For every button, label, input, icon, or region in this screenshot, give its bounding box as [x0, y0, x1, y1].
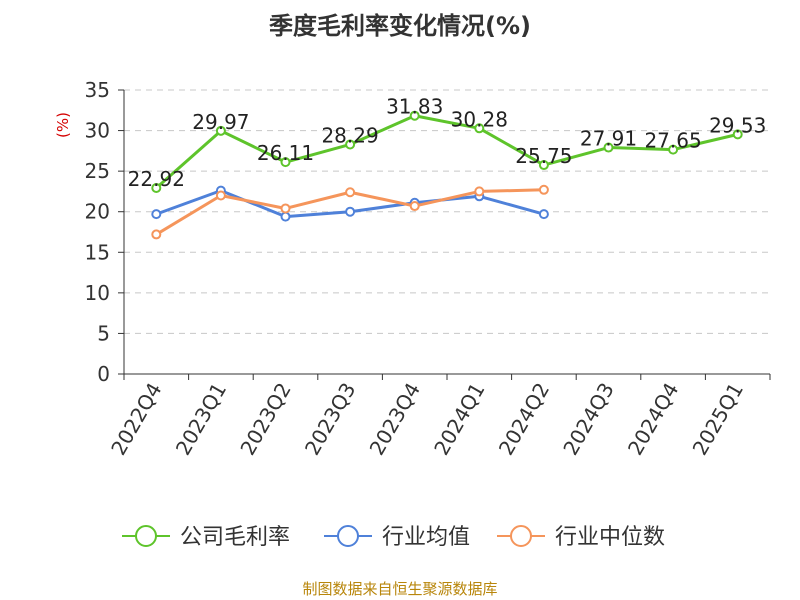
series-point: [538, 184, 549, 195]
series-point: [280, 203, 291, 214]
data-label: 31.83: [386, 95, 443, 119]
x-tick-label: 2024Q1: [429, 379, 489, 460]
legend-marker: [337, 525, 359, 547]
chart-title: 季度毛利率变化情况(%): [269, 12, 531, 40]
series-point: [474, 123, 485, 134]
series-point: [345, 139, 356, 150]
data-label: 25.75: [515, 144, 572, 168]
y-tick-label: 20: [85, 200, 110, 224]
data-label: 29.53: [709, 113, 766, 137]
y-tick-label: 0: [97, 362, 110, 386]
series-point: [538, 160, 549, 171]
series-point: [280, 211, 291, 222]
y-tick-label: 25: [85, 159, 110, 183]
data-label: 27.65: [644, 129, 701, 153]
series-point: [215, 190, 226, 201]
x-tick-label: 2022Q4: [106, 379, 166, 460]
series-point: [215, 125, 226, 136]
y-tick-label: 35: [85, 78, 110, 102]
x-tick-label: 2023Q2: [235, 379, 295, 460]
series-point: [345, 206, 356, 217]
series-point: [280, 157, 291, 168]
x-tick-label: 2024Q2: [494, 379, 554, 460]
source-note: 制图数据来自恒生聚源数据库: [302, 580, 497, 598]
legend-label: 行业中位数: [555, 525, 665, 550]
y-tick-label: 10: [85, 281, 110, 305]
data-labels: 22.92 29.97 26.11 28.29 31.83 30.28 25.75 27.91…: [128, 95, 767, 191]
legend: 公司毛利率 行业均值 行业中位数: [122, 525, 665, 550]
data-label: 27.91: [580, 127, 637, 151]
series-point: [151, 183, 162, 194]
series-point: [151, 209, 162, 220]
x-tick-label: 2024Q3: [558, 379, 618, 460]
series-point: [668, 144, 679, 155]
x-tick-label: 2023Q4: [365, 379, 425, 460]
grid-lines: [124, 89, 770, 334]
series-layer: [151, 110, 743, 240]
y-tick-label: 5: [97, 321, 110, 345]
series-point: [345, 187, 356, 198]
legend-marker: [135, 525, 157, 547]
y-axis-unit-label: (%): [54, 112, 72, 138]
legend-label: 公司毛利率: [180, 525, 290, 550]
x-tick-label: 2024Q4: [623, 379, 683, 460]
series-point: [732, 129, 743, 140]
legend-label: 行业均值: [382, 525, 470, 550]
x-tick-label: 2025Q1: [688, 379, 748, 460]
x-tick-label: 2023Q1: [171, 379, 231, 460]
series-point: [151, 229, 162, 240]
data-label: 22.92: [128, 167, 185, 191]
y-tick-label: 30: [85, 119, 110, 143]
series-point: [409, 201, 420, 212]
series-point: [603, 142, 614, 153]
data-label: 28.29: [321, 123, 378, 147]
series-line: [155, 114, 739, 190]
data-label: 26.11: [257, 141, 314, 165]
x-tick-label: 2023Q3: [300, 379, 360, 460]
series-point: [538, 209, 549, 220]
series-point: [409, 110, 420, 121]
legend-marker: [510, 525, 532, 547]
series-point: [474, 186, 485, 197]
data-label: 29.97: [192, 110, 249, 134]
y-tick-label: 15: [85, 240, 110, 264]
data-label: 30.28: [451, 107, 508, 131]
